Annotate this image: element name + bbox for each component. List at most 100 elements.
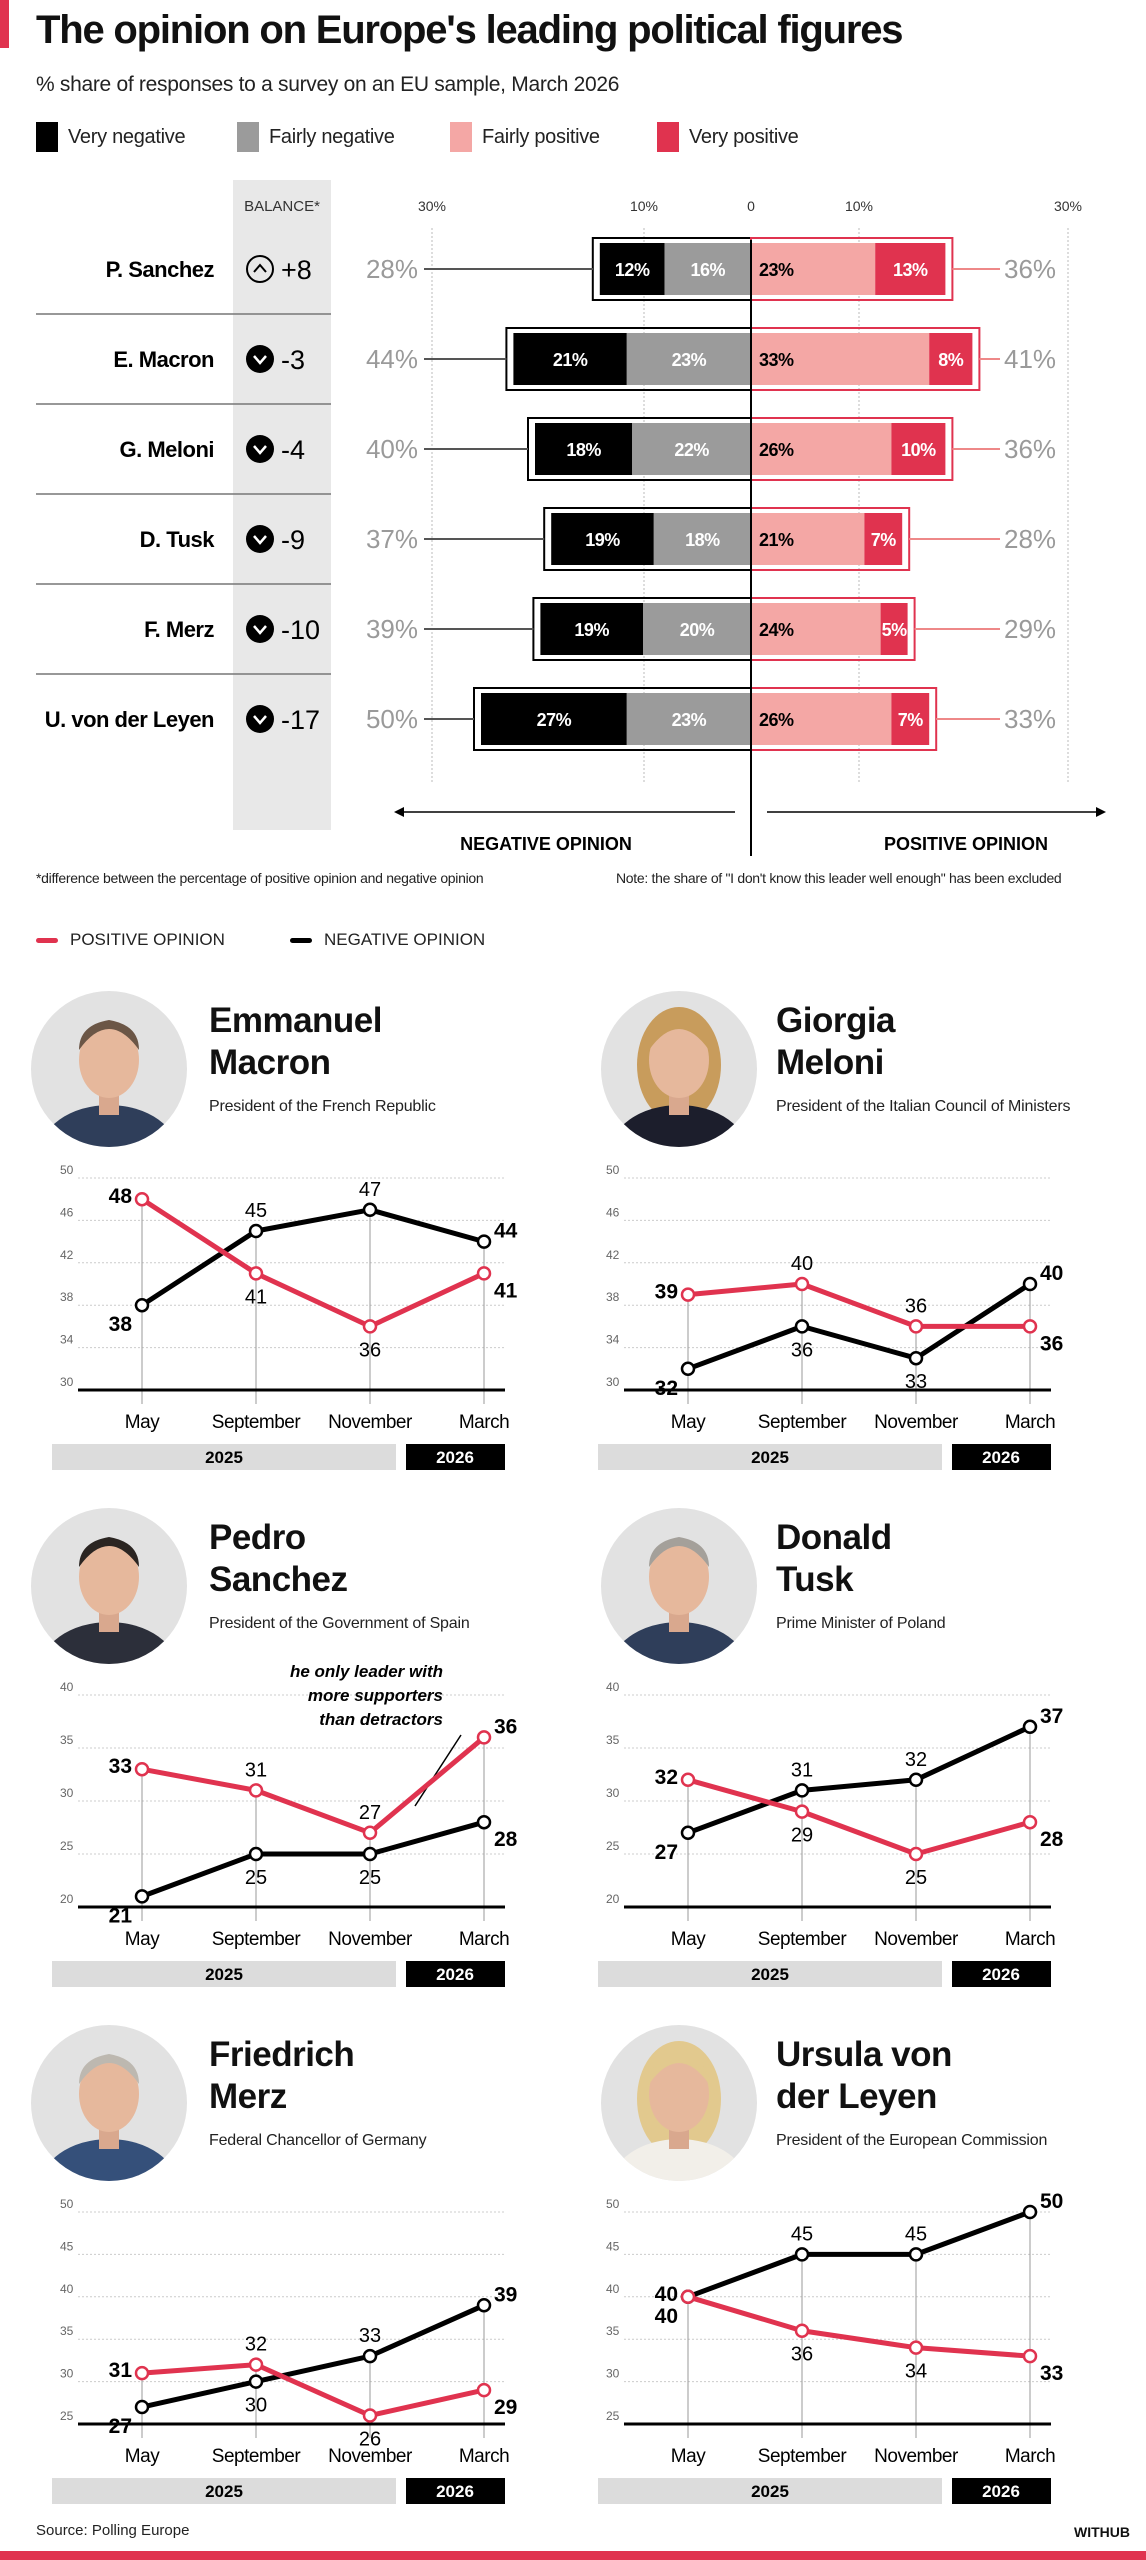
y-tick-label: 25: [60, 2409, 74, 2423]
y-tick-label: 30: [606, 2367, 620, 2381]
data-label: 27: [109, 2415, 132, 2438]
y-tick-label: 50: [606, 2197, 620, 2211]
bar-value-label: 27%: [537, 710, 572, 730]
year-label: 2025: [205, 1448, 243, 1467]
data-label: 21: [109, 1904, 133, 1927]
data-label: 33: [359, 2325, 381, 2347]
data-point: [908, 1350, 924, 1366]
chevron-down-circle-icon: [246, 345, 274, 373]
data-label: 26: [359, 2429, 381, 2451]
legend-label: Very negative: [68, 125, 186, 148]
data-point: [908, 2340, 924, 2355]
exclusion-note: Note: the share of "I don't know this le…: [616, 870, 1062, 886]
data-label: 31: [245, 1759, 267, 1781]
data-label: 41: [245, 1286, 267, 1308]
bar-value-label: 18%: [566, 440, 601, 460]
y-tick-label: 34: [606, 1333, 620, 1347]
series-line: [141, 1735, 486, 1836]
legend-very-positive: Very positive: [657, 122, 799, 152]
chevron-down-circle-icon: [246, 525, 274, 553]
positive-series: 31 32 26 29: [109, 2334, 518, 2451]
year-label: 2026: [436, 1448, 474, 1467]
very-negative-bar: [551, 513, 654, 565]
data-point: [248, 2357, 264, 2372]
data-label: 27: [655, 1841, 678, 1864]
x-tick-label: March: [1005, 2446, 1055, 2467]
bar-value-label: 33%: [759, 350, 794, 370]
data-label: 31: [109, 2359, 133, 2382]
data-label: 32: [655, 1766, 678, 1789]
bar-value-label: 7%: [898, 710, 924, 730]
bar-row: U. von der Leyen -17 50% 33% 27% 23% 26% 7%: [36, 673, 1056, 751]
name-line: Merz: [209, 2077, 287, 2116]
data-point: [680, 1287, 696, 1302]
data-point: [794, 1319, 810, 1334]
leader-panel: 25 30 35 40 45 50 May September November March 202…: [546, 2014, 1106, 2524]
balance-value: -17: [281, 705, 320, 735]
y-tick-label: 30: [606, 1375, 620, 1389]
data-label: 41: [494, 1279, 518, 1302]
positive-series: 40 36 34 33: [655, 2289, 1063, 2385]
data-point: [794, 1276, 810, 1292]
chevron-up-circle-icon: [246, 255, 274, 283]
leader-name: F. Merz: [144, 617, 214, 642]
data-label: 48: [109, 1185, 133, 1208]
leader-full-name: Emmanuel Macron: [209, 1000, 383, 1084]
y-tick-label: 42: [60, 1248, 74, 1262]
year-band-2025: [598, 1961, 942, 1987]
negative-series: 21 25 25 28: [109, 1814, 518, 1927]
positive-total: 29%: [1004, 614, 1056, 644]
year-label: 2025: [205, 2482, 243, 2501]
diverging-bar-chart: BALANCE* 30% 10% 0 10% 30% P. Sanchez +8 28% 36% 1…: [36, 180, 1106, 856]
x-tick-label: November: [328, 1929, 413, 1950]
y-tick-label: 38: [60, 1290, 74, 1304]
year-band-2025: [598, 2478, 942, 2504]
data-label: 32: [655, 1377, 678, 1400]
series-line: [140, 1197, 486, 1329]
brand-logo: WITHUB: [1074, 2524, 1130, 2540]
arrow-left-icon: [394, 807, 404, 817]
x-tick-label: March: [1005, 1412, 1055, 1433]
bar-value-label: 24%: [759, 620, 794, 640]
data-label: 40: [655, 2305, 678, 2328]
data-point: [248, 1223, 264, 1239]
y-tick-label: 30: [60, 1375, 74, 1389]
year-band-2025: [52, 1961, 396, 1987]
positive-series: 48 41 36 41: [109, 1185, 518, 1361]
data-label: 32: [905, 1749, 927, 1771]
data-point: [1022, 2348, 1038, 2364]
name-line: Friedrich: [209, 2035, 355, 2074]
data-point: [1022, 1719, 1038, 1735]
data-point: [908, 1846, 924, 1862]
very-positive-bar: [891, 423, 946, 475]
data-label: 25: [359, 1867, 381, 1889]
year-band-2025: [52, 1444, 396, 1470]
y-tick-label: 45: [60, 2239, 74, 2253]
year-band-2026: [406, 2478, 505, 2504]
very-negative-bar: [599, 243, 665, 295]
legend-label: Very positive: [689, 125, 799, 148]
positive-opinion-label: POSITIVE OPINION: [884, 834, 1048, 854]
y-tick-label: 35: [60, 2324, 74, 2338]
data-label: 33: [109, 1755, 132, 1778]
annotation-text: more supporters: [308, 1686, 443, 1705]
balance-header: BALANCE*: [244, 198, 320, 215]
series-line: [141, 1819, 485, 1899]
year-label: 2026: [982, 1965, 1020, 1984]
arrow-right-icon: [1096, 807, 1106, 817]
data-point: [134, 1889, 150, 1904]
leader-role: Prime Minister of Poland: [776, 1615, 946, 1632]
source-note: Source: Polling Europe: [36, 2522, 190, 2539]
series-line: [141, 2302, 486, 2410]
balance-value: -9: [281, 525, 305, 555]
data-point: [362, 1846, 378, 1862]
year-band-2026: [406, 1444, 505, 1470]
x-tick-label: September: [212, 1929, 302, 1950]
year-label: 2026: [436, 2482, 474, 2501]
bar-value-label: 26%: [759, 440, 794, 460]
data-label: 25: [905, 1867, 927, 1889]
y-tick-label: 35: [60, 1733, 74, 1747]
data-label: 40: [655, 2283, 678, 2306]
positive-series: 32 29 25 28: [655, 1766, 1064, 1889]
